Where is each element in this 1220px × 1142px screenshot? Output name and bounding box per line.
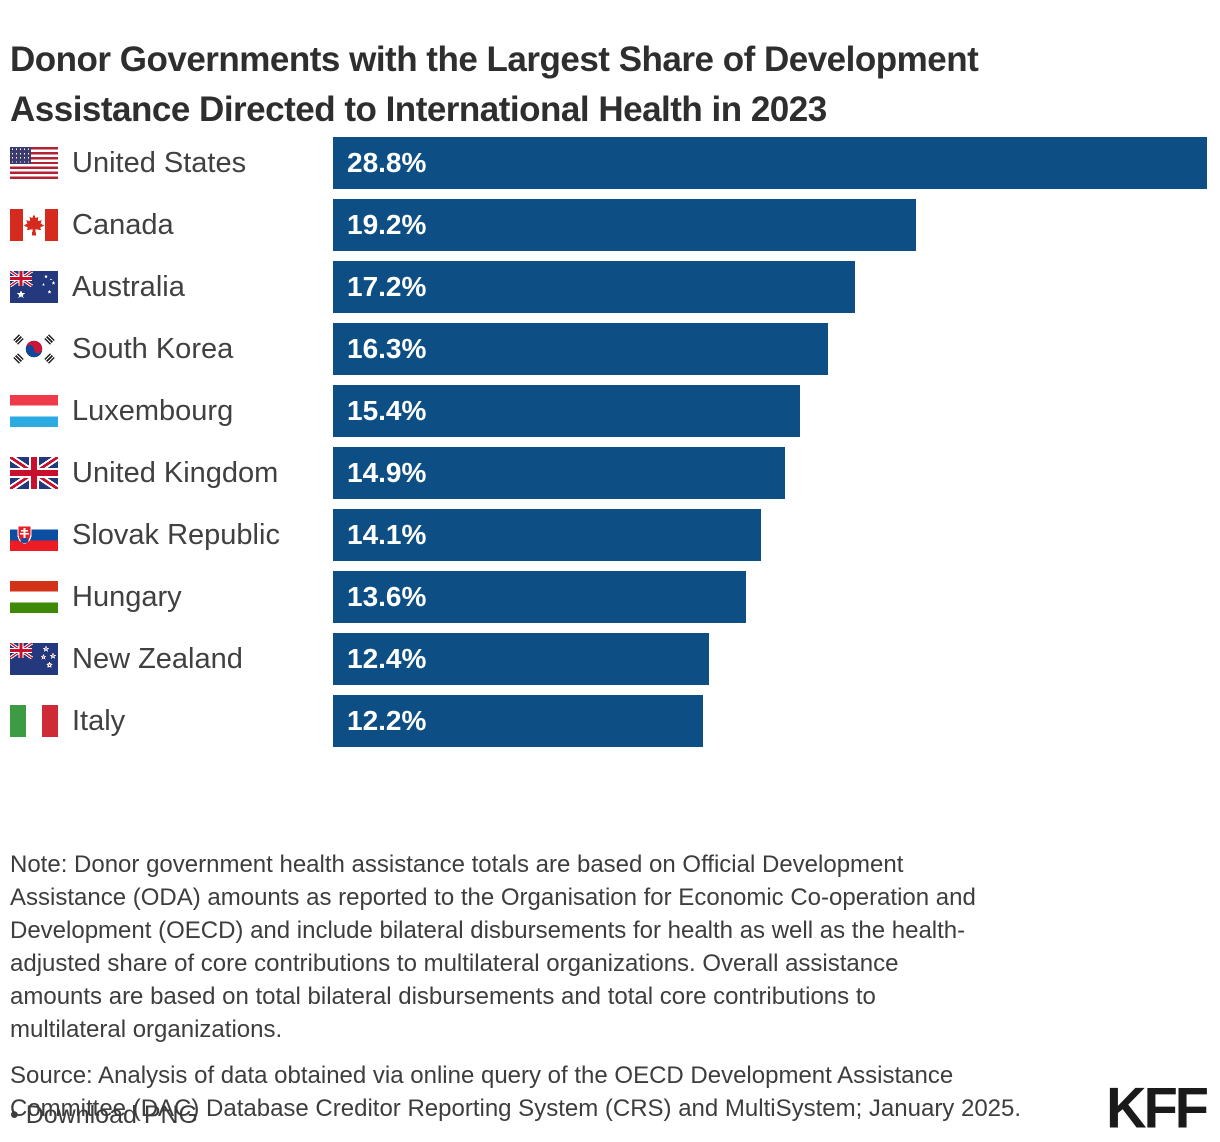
country-label: United States bbox=[72, 147, 247, 179]
bar-area: 12.2% bbox=[333, 695, 1207, 747]
bar-area: 17.2% bbox=[333, 261, 1207, 313]
bar-area: 14.9% bbox=[333, 447, 1207, 499]
chart-row: United Kingdom 14.9% bbox=[0, 447, 1220, 499]
bar: 12.4% bbox=[333, 633, 710, 685]
bar-value-label: 16.3% bbox=[347, 333, 427, 364]
south-korea-flag-icon bbox=[10, 333, 58, 365]
country-label: Australia bbox=[72, 271, 185, 303]
bar-area: 14.1% bbox=[333, 509, 1207, 561]
canada-flag-icon bbox=[10, 209, 58, 241]
chart-row: Australia 17.2% bbox=[0, 261, 1220, 313]
bar-value-label: 28.8% bbox=[347, 147, 427, 178]
bar-chart: United States 28.8% Canada 19.2% Austral… bbox=[0, 137, 1220, 757]
slovak-republic-flag-icon bbox=[10, 519, 58, 551]
country-label: New Zealand bbox=[72, 643, 243, 675]
united-kingdom-flag-icon bbox=[10, 457, 58, 489]
bar-area: 12.4% bbox=[333, 633, 1207, 685]
chart-row: Canada 19.2% bbox=[0, 199, 1220, 251]
bar-area: 19.2% bbox=[333, 199, 1207, 251]
country-label: Slovak Republic bbox=[72, 519, 280, 551]
bar: 28.8% bbox=[333, 137, 1207, 189]
bar-value-label: 17.2% bbox=[347, 271, 427, 302]
chart-row: Luxembourg 15.4% bbox=[0, 385, 1220, 437]
kff-logo: KFF bbox=[1106, 1075, 1209, 1140]
country-label: Italy bbox=[72, 705, 126, 737]
chart-row: New Zealand 12.4% bbox=[0, 633, 1220, 685]
source-text: Source: Analysis of data obtained via on… bbox=[10, 1062, 1022, 1122]
chart-row: Hungary 13.6% bbox=[0, 571, 1220, 623]
country-label: Luxembourg bbox=[72, 395, 234, 427]
bar: 12.2% bbox=[333, 695, 704, 747]
chart-row: Slovak Republic 14.1% bbox=[0, 509, 1220, 561]
bar: 19.2% bbox=[333, 199, 916, 251]
download-png-link[interactable]: • Download PNG bbox=[10, 1101, 199, 1129]
bar: 15.4% bbox=[333, 385, 801, 437]
chart-row: Italy 12.2% bbox=[0, 695, 1220, 747]
bar-area: 28.8% bbox=[333, 137, 1207, 189]
luxembourg-flag-icon bbox=[10, 395, 58, 427]
bar-area: 13.6% bbox=[333, 571, 1207, 623]
bar-value-label: 14.1% bbox=[347, 519, 427, 550]
australia-flag-icon bbox=[10, 271, 58, 303]
hungary-flag-icon bbox=[10, 581, 58, 613]
page-title: Donor Governments with the Largest Share… bbox=[10, 40, 979, 130]
bar-value-label: 12.2% bbox=[347, 705, 427, 736]
country-label: United Kingdom bbox=[72, 457, 279, 489]
bar: 13.6% bbox=[333, 571, 746, 623]
note-text: Note: Donor government health assistance… bbox=[10, 851, 976, 1043]
italy-flag-icon bbox=[10, 705, 58, 737]
bar-value-label: 15.4% bbox=[347, 395, 427, 426]
bar: 14.1% bbox=[333, 509, 761, 561]
bar-value-label: 13.6% bbox=[347, 581, 427, 612]
bar-value-label: 12.4% bbox=[347, 643, 427, 674]
chart-row: United States 28.8% bbox=[0, 137, 1220, 189]
bar-area: 15.4% bbox=[333, 385, 1207, 437]
country-label: Hungary bbox=[72, 581, 182, 613]
country-label: Canada bbox=[72, 209, 174, 241]
united-states-flag-icon bbox=[10, 147, 58, 179]
bar: 17.2% bbox=[333, 261, 855, 313]
country-label: South Korea bbox=[72, 333, 234, 365]
bar-area: 16.3% bbox=[333, 323, 1207, 375]
bar: 16.3% bbox=[333, 323, 828, 375]
bar-value-label: 14.9% bbox=[347, 457, 427, 488]
new-zealand-flag-icon bbox=[10, 643, 58, 675]
bar: 14.9% bbox=[333, 447, 786, 499]
chart-row: South Korea 16.3% bbox=[0, 323, 1220, 375]
bar-value-label: 19.2% bbox=[347, 209, 427, 240]
